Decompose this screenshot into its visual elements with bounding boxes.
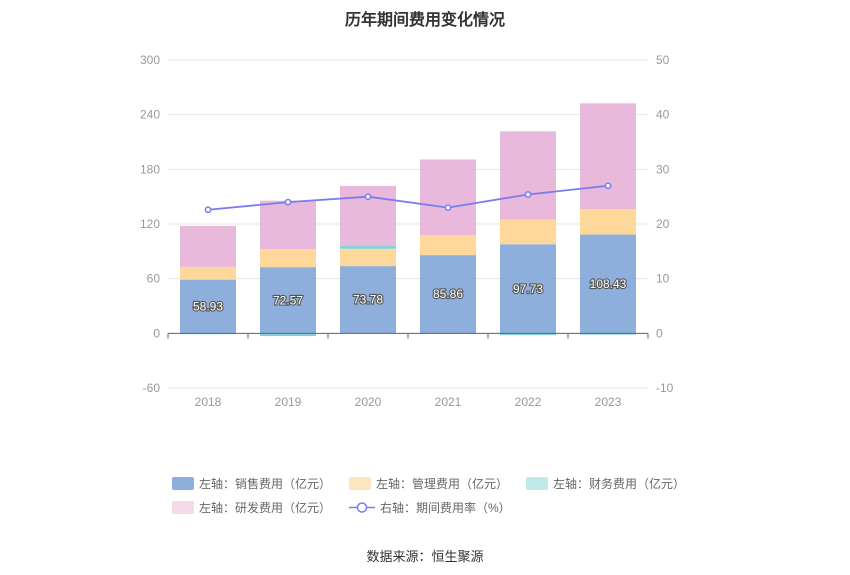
right-axis-tick-label: 50 bbox=[656, 53, 670, 67]
left-axis-tick-label: 120 bbox=[140, 217, 160, 231]
bar-rd bbox=[580, 103, 636, 210]
x-axis-tick-label: 2020 bbox=[355, 395, 382, 409]
rate-point bbox=[524, 191, 532, 198]
bar-value-label: 72.57 bbox=[273, 293, 303, 307]
rate-line bbox=[207, 184, 609, 211]
legend-swatch-sales bbox=[172, 476, 194, 490]
bar-value-label: 73.78 bbox=[353, 293, 383, 307]
bar-sales bbox=[580, 234, 636, 334]
legend-item-admin[interactable]: 左轴：管理费用（亿元） bbox=[349, 475, 508, 492]
zero-line bbox=[167, 332, 649, 339]
rate-point bbox=[204, 206, 212, 214]
legend-label-rd: 左轴：研发费用（亿元） bbox=[199, 500, 332, 515]
legend-label-finance: 左轴：财务费用（亿元） bbox=[553, 476, 686, 491]
right-axis-tick-label: 0 bbox=[656, 326, 663, 340]
bar-value-label: 97.73 bbox=[513, 282, 543, 296]
legend-line-icon bbox=[349, 501, 376, 513]
bar-series bbox=[180, 103, 636, 337]
bar-sales bbox=[420, 255, 476, 334]
bar-sales bbox=[260, 267, 316, 334]
bar-sales bbox=[180, 279, 236, 334]
x-axis-tick-label: 2021 bbox=[435, 395, 462, 409]
legend-item-sales[interactable]: 左轴：销售费用（亿元） bbox=[172, 475, 331, 492]
legend-swatch-rd bbox=[172, 500, 194, 514]
data-source: 数据来源：恒生聚源 bbox=[366, 549, 484, 564]
bar-rd bbox=[180, 225, 236, 267]
bar-rd bbox=[500, 131, 556, 220]
legend: 左轴：销售费用（亿元） 左轴：管理费用（亿元） 左轴：财务费用（亿元） 左轴：研… bbox=[172, 472, 692, 520]
bar-admin bbox=[580, 209, 636, 235]
bar-rd bbox=[420, 159, 476, 236]
bar-value-labels: 58.93 72.57 73.78 85.86 97.73 108.43 bbox=[192, 276, 628, 315]
right-axis-tick-label: 10 bbox=[656, 272, 670, 286]
left-axis-tick-label: 0 bbox=[153, 326, 160, 340]
bar-value-label: 58.93 bbox=[193, 299, 223, 313]
x-axis-tick-label: 2018 bbox=[195, 395, 222, 409]
legend-swatch-admin bbox=[349, 476, 372, 490]
rate-point bbox=[444, 204, 452, 211]
bar-value-label: 108.43 bbox=[590, 277, 627, 291]
bar-admin bbox=[180, 266, 236, 280]
bar-finance bbox=[500, 333, 556, 336]
right-axis-tick-label: 40 bbox=[656, 108, 670, 122]
legend-row-1: 左轴：销售费用（亿元） 左轴：管理费用（亿元） 左轴：财务费用（亿元） bbox=[172, 472, 692, 494]
bar-value-label: 85.86 bbox=[433, 287, 463, 301]
grid-lines bbox=[168, 59, 648, 389]
chart-title: 历年期间费用变化情况 bbox=[344, 12, 505, 29]
right-axis-tick-label: 20 bbox=[656, 217, 670, 231]
rate-point bbox=[364, 193, 372, 201]
x-axis: 2018 2019 2020 2021 2022 2023 bbox=[195, 395, 622, 409]
right-axis: -10 0 10 20 30 40 50 bbox=[656, 53, 674, 395]
legend-label-admin: 左轴：管理费用（亿元） bbox=[376, 476, 509, 491]
left-axis-tick-label: 240 bbox=[140, 108, 160, 122]
bar-finance bbox=[580, 333, 636, 335]
bar-finance bbox=[340, 246, 396, 249]
bar-admin bbox=[340, 248, 396, 267]
rate-point bbox=[604, 182, 612, 190]
x-axis-tick-label: 2022 bbox=[515, 395, 542, 409]
bar-admin bbox=[420, 235, 476, 256]
right-axis-tick-label: -10 bbox=[656, 381, 674, 395]
bar-sales bbox=[340, 266, 396, 334]
legend-swatch-finance bbox=[526, 476, 549, 490]
legend-label-sales: 左轴：销售费用（亿元） bbox=[199, 476, 332, 491]
bar-sales bbox=[500, 244, 556, 334]
bar-admin bbox=[260, 248, 316, 268]
x-axis-tick-label: 2023 bbox=[595, 395, 622, 409]
rate-point bbox=[284, 198, 292, 206]
legend-item-rd[interactable]: 左轴：研发费用（亿元） bbox=[172, 499, 331, 516]
legend-item-finance[interactable]: 左轴：财务费用（亿元） bbox=[526, 475, 685, 492]
left-axis-tick-label: 60 bbox=[147, 272, 161, 286]
rate-line-series bbox=[204, 182, 612, 214]
legend-row-2: 左轴：研发费用（亿元） 右轴：期间费用率（%） bbox=[172, 496, 692, 518]
bar-rd bbox=[260, 200, 316, 249]
left-axis-tick-label: 300 bbox=[140, 53, 160, 67]
left-axis-tick-label: -60 bbox=[143, 381, 161, 395]
legend-label-rate: 右轴：期间费用率（%） bbox=[380, 500, 511, 515]
legend-item-rate[interactable]: 右轴：期间费用率（%） bbox=[349, 499, 511, 516]
x-axis-tick-label: 2019 bbox=[275, 395, 302, 409]
left-axis: -60 0 60 120 180 240 300 bbox=[140, 53, 160, 395]
right-axis-tick-label: 30 bbox=[656, 162, 670, 176]
bar-admin bbox=[500, 219, 556, 245]
bar-finance bbox=[260, 333, 316, 337]
left-axis-tick-label: 180 bbox=[140, 162, 160, 176]
